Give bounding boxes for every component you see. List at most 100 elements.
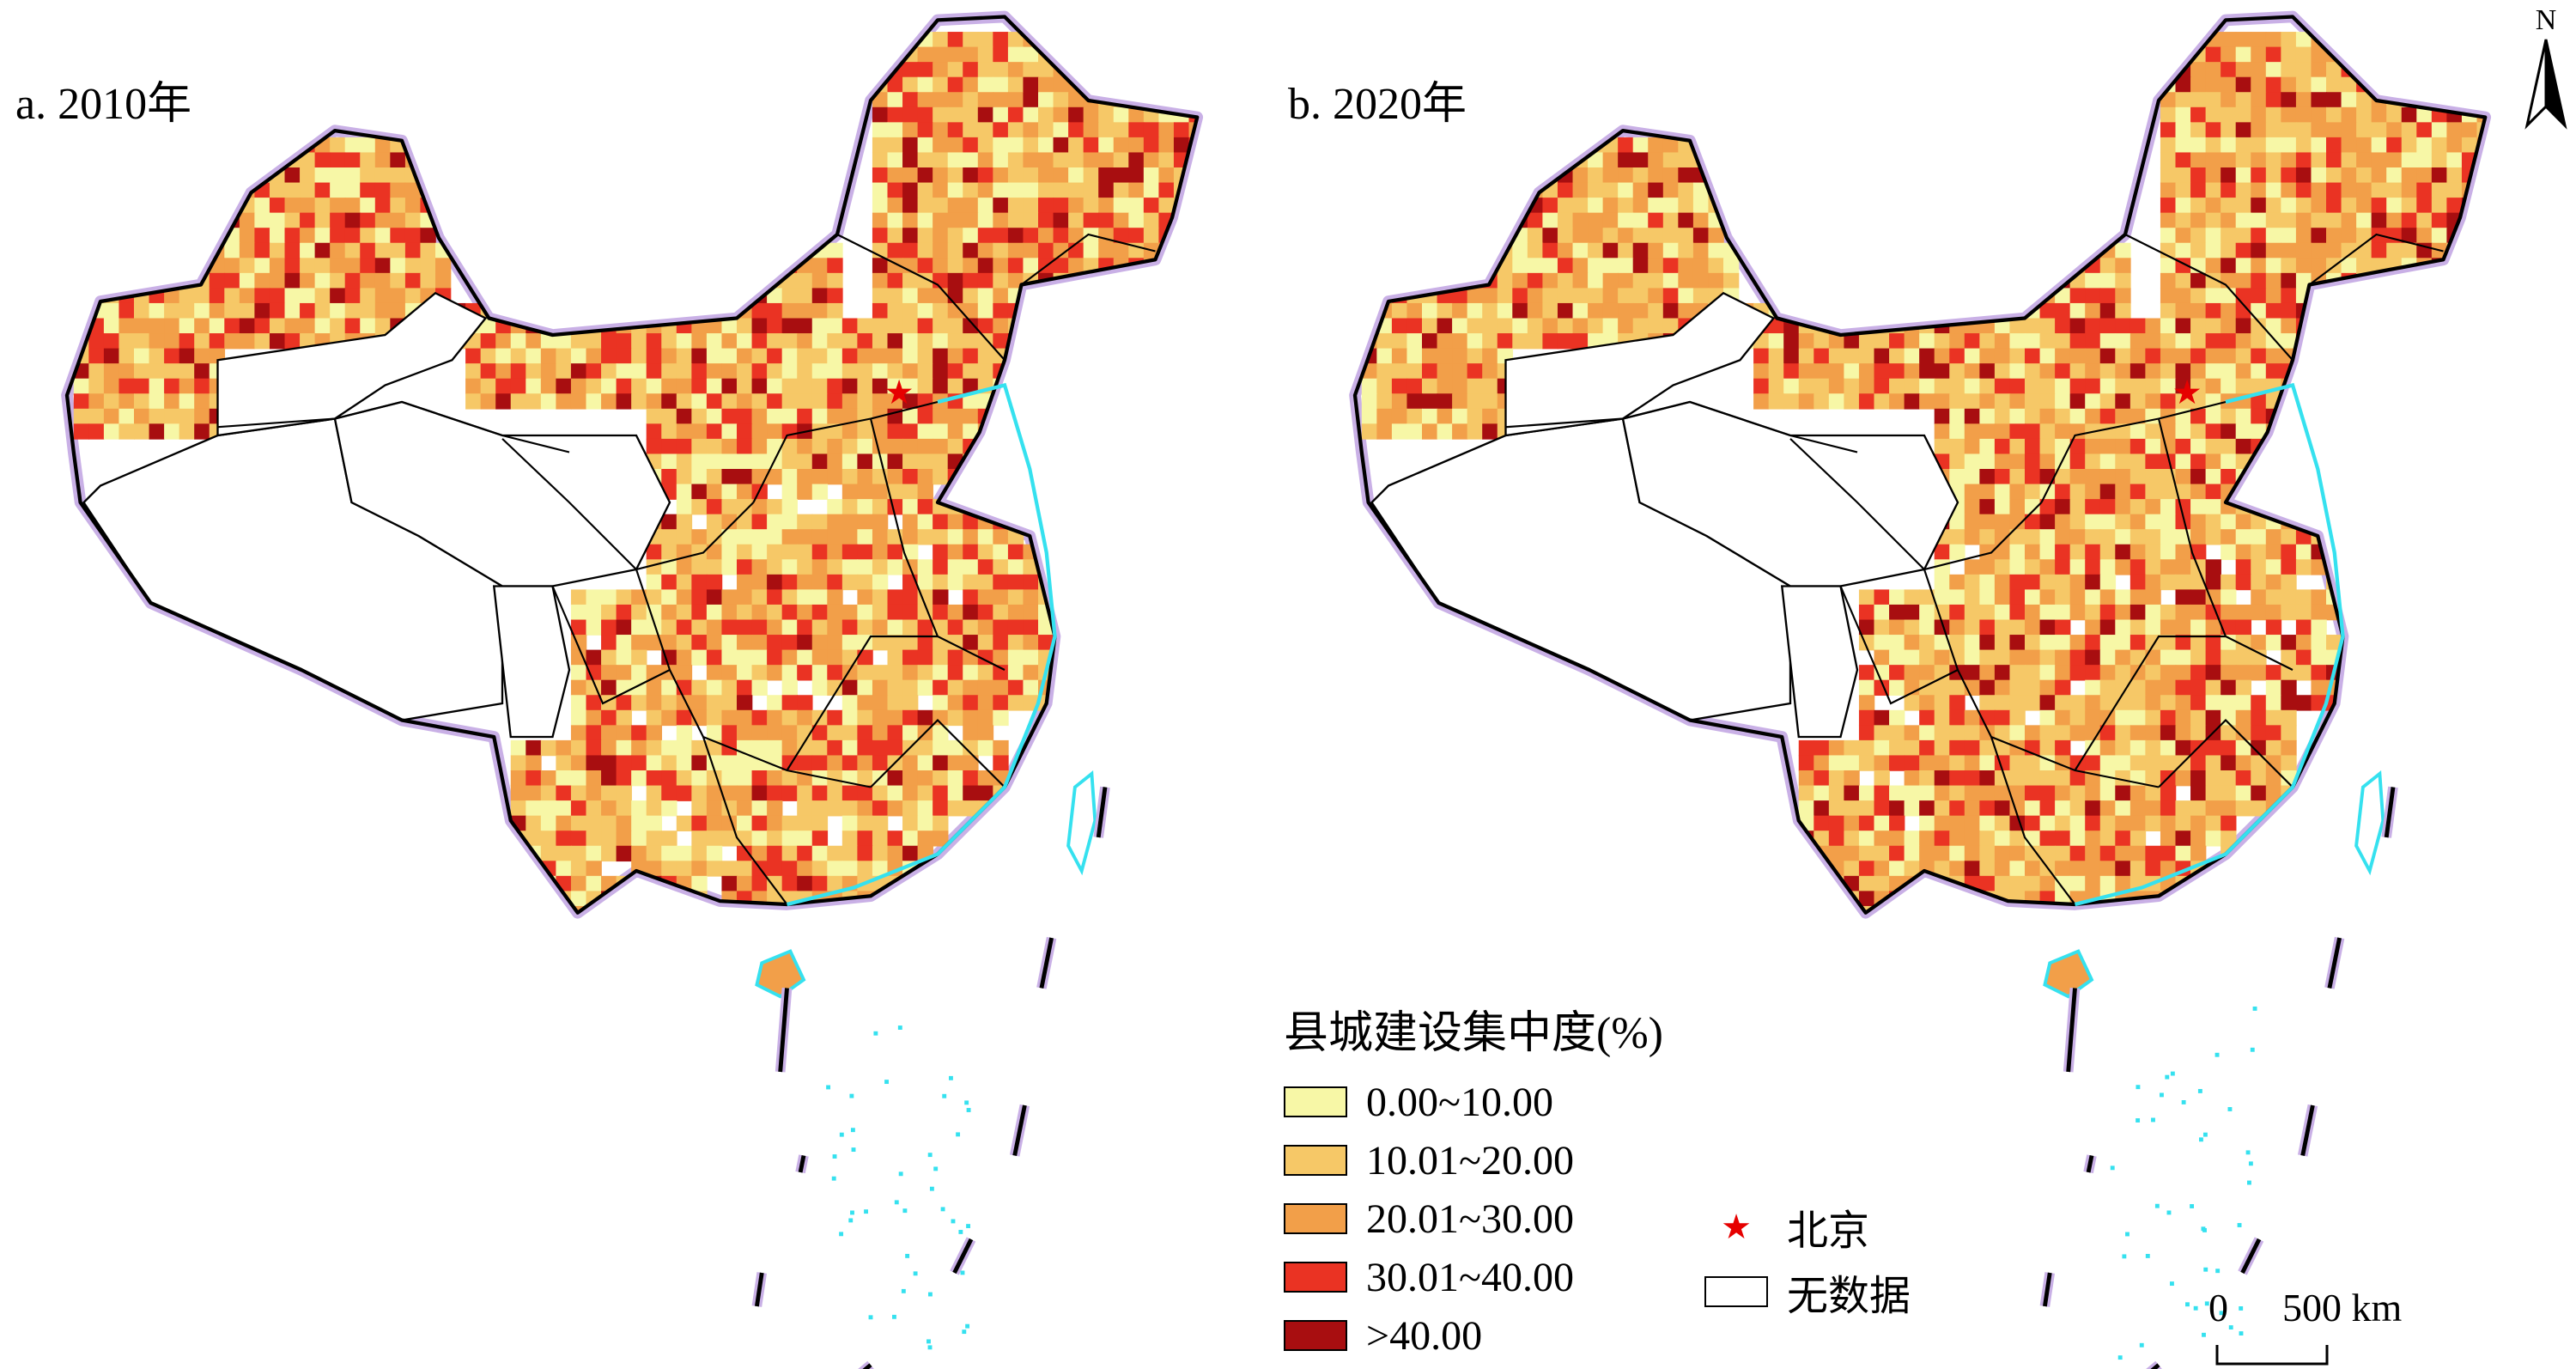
county-cell	[2295, 122, 2312, 138]
county-cell	[1949, 725, 1965, 741]
county-cell	[2431, 122, 2448, 138]
county-cell	[917, 137, 933, 154]
county-cell	[827, 800, 843, 817]
county-cell	[510, 770, 527, 787]
county-cell	[390, 258, 406, 274]
county-cell	[2115, 393, 2131, 410]
county-cell	[767, 348, 783, 364]
county-cell	[993, 228, 1009, 244]
county-cell	[661, 679, 677, 697]
county-cell	[2371, 106, 2387, 124]
county-cell	[977, 604, 994, 621]
county-cell	[963, 46, 979, 63]
county-cell	[947, 378, 964, 395]
county-cell	[330, 198, 346, 214]
county-cell	[947, 709, 964, 727]
county-cell	[149, 302, 165, 319]
county-cell	[811, 815, 829, 831]
county-cell	[1023, 604, 1039, 621]
county-cell	[1979, 393, 1996, 410]
county-cell	[767, 815, 783, 831]
boundary-dash	[2300, 1104, 2315, 1156]
county-cell	[2055, 484, 2071, 500]
county-cell	[1467, 378, 1483, 395]
county-cell	[737, 770, 753, 787]
county-cell	[661, 589, 677, 605]
county-cell	[1557, 198, 1574, 214]
county-cell	[1828, 739, 1845, 757]
county-cell	[706, 574, 723, 591]
county-cell	[1798, 800, 1815, 817]
county-cell	[556, 348, 572, 364]
county-cell	[2205, 679, 2221, 697]
county-cell	[586, 363, 602, 380]
county-cell	[570, 363, 587, 380]
county-cell	[2311, 393, 2327, 410]
county-cell	[947, 785, 964, 801]
county-cell	[963, 318, 979, 334]
county-cell	[2145, 529, 2161, 545]
county-cell	[2251, 272, 2267, 289]
county-cell	[118, 423, 135, 440]
county-cell	[872, 544, 889, 561]
county-cell	[933, 92, 949, 108]
county-cell	[1979, 484, 1996, 500]
county-cell	[526, 378, 542, 395]
county-cell	[977, 333, 994, 350]
county-cell	[1128, 212, 1145, 228]
county-cell	[751, 514, 768, 530]
county-cell	[1798, 755, 1815, 771]
county-cell	[1934, 755, 1951, 771]
county-cell	[1783, 363, 1800, 380]
county-cell	[2190, 604, 2207, 621]
county-cell	[721, 469, 738, 485]
county-cell	[2175, 604, 2191, 621]
county-cell	[2175, 92, 2191, 108]
county-cell	[1113, 198, 1130, 214]
county-cell	[1007, 212, 1024, 228]
county-cell	[2190, 408, 2207, 425]
county-cell	[2039, 453, 2056, 470]
county-cell	[2145, 589, 2161, 605]
county-cell	[1437, 378, 1453, 395]
county-cell	[374, 242, 392, 259]
county-cell	[1467, 333, 1483, 350]
county-cell	[1919, 348, 1935, 364]
county-cell	[2085, 679, 2101, 697]
county-cell	[88, 393, 105, 410]
county-cell	[2009, 469, 2026, 485]
county-cell	[646, 679, 663, 697]
county-cell	[2009, 785, 2026, 801]
county-cell	[1632, 258, 1649, 274]
county-cell	[616, 363, 632, 380]
county-cell	[1113, 212, 1130, 228]
county-cell	[570, 845, 587, 862]
county-cell	[1994, 619, 2011, 636]
county-cell	[480, 363, 496, 380]
county-cell	[2251, 212, 2267, 228]
county-cell	[872, 665, 889, 681]
county-cell	[1098, 106, 1115, 124]
county-cell	[2326, 499, 2342, 515]
county-cell	[2025, 484, 2041, 500]
county-cell	[1858, 905, 1875, 913]
county-cell	[2205, 709, 2221, 727]
county-cell	[2009, 831, 2026, 847]
county-cell	[1979, 679, 1996, 697]
county-cell	[2129, 529, 2147, 545]
county-cell	[1662, 258, 1680, 274]
county-cell	[344, 258, 361, 274]
county-cell	[646, 770, 663, 787]
county-cell	[2099, 815, 2117, 831]
county-cell	[2175, 695, 2191, 711]
county-cell	[1023, 333, 1039, 350]
county-cell	[2205, 891, 2221, 907]
county-cell	[2009, 393, 2026, 410]
county-cell	[2341, 212, 2357, 228]
county-cell	[2025, 423, 2041, 440]
county-cell	[691, 499, 708, 515]
county-cell	[2129, 649, 2147, 666]
county-cell	[781, 649, 798, 666]
county-cell	[2235, 800, 2252, 817]
county-cell	[2025, 755, 2041, 771]
